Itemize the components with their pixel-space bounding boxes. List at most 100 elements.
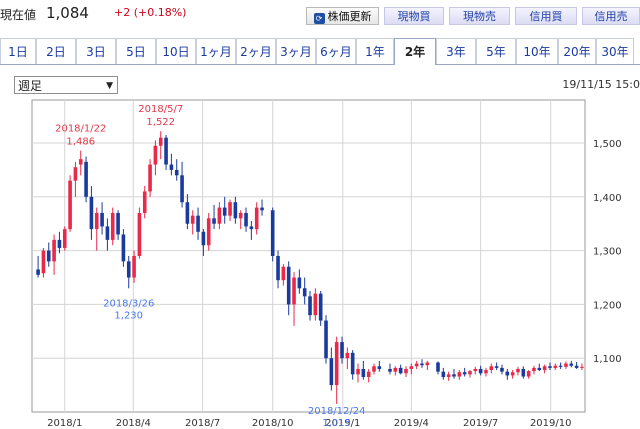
annotation-value: 1,230 bbox=[114, 310, 143, 321]
tab-period-7[interactable]: 2ヶ月 bbox=[236, 38, 276, 64]
candle-body bbox=[510, 372, 515, 376]
candle-body bbox=[153, 145, 158, 165]
margin-sell-button[interactable]: 信用売 bbox=[582, 7, 640, 25]
candle-body bbox=[180, 175, 184, 203]
candle-body bbox=[580, 366, 584, 368]
candle-body bbox=[57, 239, 62, 248]
y-tick-label: 1,400 bbox=[593, 193, 622, 204]
candle-body bbox=[553, 365, 558, 368]
candle-body bbox=[526, 371, 531, 377]
annotation-value: 1,015 bbox=[322, 418, 351, 429]
tab-period-5[interactable]: 10日 bbox=[156, 38, 196, 64]
tab-period-3[interactable]: 3日 bbox=[76, 38, 116, 64]
candle-body bbox=[276, 256, 280, 281]
candle-body bbox=[292, 277, 296, 305]
x-tick-label: 2019/1 bbox=[325, 418, 360, 429]
candle-body bbox=[41, 250, 46, 274]
candle-body bbox=[164, 137, 168, 165]
tab-period-10[interactable]: 1年 bbox=[356, 38, 394, 64]
quote-header: 現在値 1,084 +2 (+0.18%) ⟳ 株価更新 現物買 現物売 信用買 … bbox=[0, 0, 640, 30]
candle-body bbox=[196, 215, 200, 232]
tab-period-16[interactable]: 30年 bbox=[596, 38, 634, 64]
candle-body bbox=[302, 288, 307, 297]
candle-body bbox=[222, 207, 227, 216]
candle-body bbox=[500, 367, 504, 372]
tab-period-6[interactable]: 1ヶ月 bbox=[196, 38, 236, 64]
candle-body bbox=[340, 342, 344, 359]
candle-body bbox=[185, 202, 190, 224]
candle-body bbox=[345, 352, 350, 359]
candle-body bbox=[116, 212, 120, 235]
candle-body bbox=[148, 164, 152, 192]
candle-body bbox=[174, 169, 179, 176]
candle-body bbox=[414, 363, 419, 367]
margin-buy-button[interactable]: 信用買 bbox=[515, 7, 577, 25]
candle-body bbox=[484, 370, 488, 374]
spot-sell-button[interactable]: 現物売 bbox=[449, 7, 510, 25]
candle-body bbox=[537, 367, 542, 371]
candle-body bbox=[190, 215, 195, 224]
candle-body bbox=[244, 212, 248, 227]
tab-period-8[interactable]: 3ヶ月 bbox=[276, 38, 316, 64]
candle-body bbox=[377, 366, 382, 369]
spot-buy-button[interactable]: 現物買 bbox=[384, 7, 444, 25]
candle-body bbox=[137, 212, 142, 256]
candle-body bbox=[542, 366, 547, 371]
candle-body bbox=[420, 363, 424, 366]
y-tick-label: 1,200 bbox=[593, 300, 622, 311]
y-tick-label: 1,300 bbox=[593, 247, 622, 258]
candle-body bbox=[361, 368, 366, 378]
candle-body bbox=[68, 180, 72, 230]
tab-period-9[interactable]: 6ヶ月 bbox=[316, 38, 356, 64]
tab-period-12[interactable]: 3年 bbox=[436, 38, 476, 64]
annotation-value: 1,522 bbox=[146, 117, 175, 128]
candle-body bbox=[254, 207, 259, 230]
candle-body bbox=[126, 261, 131, 278]
candle-body bbox=[286, 266, 291, 305]
candle-body bbox=[233, 202, 238, 219]
candle-body bbox=[105, 226, 110, 240]
candle-body bbox=[308, 296, 312, 316]
candle-body bbox=[468, 371, 472, 375]
candle-body bbox=[318, 293, 323, 321]
candle-body bbox=[489, 366, 494, 371]
candle-body bbox=[462, 372, 467, 375]
candle-body bbox=[36, 269, 40, 275]
candle-body bbox=[158, 137, 163, 146]
tab-period-4[interactable]: 5日 bbox=[116, 38, 156, 64]
y-tick-label: 1,500 bbox=[593, 139, 622, 150]
annotation-date: 2018/3/26 bbox=[103, 298, 154, 309]
tab-period-13[interactable]: 5年 bbox=[476, 38, 516, 64]
candle-body bbox=[473, 368, 478, 372]
candle-body bbox=[62, 229, 67, 248]
candle-body bbox=[521, 368, 526, 377]
tab-period-11[interactable]: 2年 bbox=[394, 38, 436, 65]
candle-body bbox=[249, 226, 254, 230]
x-tick-label: 2018/7 bbox=[185, 418, 220, 429]
annotation-date: 2018/5/7 bbox=[138, 104, 183, 115]
candle-body bbox=[388, 368, 392, 372]
candle-body bbox=[350, 352, 355, 375]
refresh-price-button[interactable]: ⟳ 株価更新 bbox=[306, 7, 379, 25]
candle-body bbox=[84, 161, 88, 197]
candle-body bbox=[206, 218, 211, 246]
candle-body bbox=[270, 210, 275, 256]
tab-period-14[interactable]: 10年 bbox=[516, 38, 558, 64]
tab-period-2[interactable]: 2日 bbox=[36, 38, 76, 64]
tab-period-15[interactable]: 20年 bbox=[558, 38, 596, 64]
quote-timestamp: 19/11/15 15:0 bbox=[562, 78, 640, 91]
x-tick-label: 2019/10 bbox=[530, 418, 572, 429]
x-tick-label: 2019/7 bbox=[463, 418, 498, 429]
candle-body bbox=[516, 368, 520, 373]
tab-period-1[interactable]: 1日 bbox=[0, 38, 36, 64]
candle-body bbox=[100, 212, 104, 227]
candle-body bbox=[260, 207, 264, 211]
candle-body bbox=[564, 363, 568, 367]
candle-body bbox=[329, 358, 334, 386]
candle-body bbox=[404, 368, 408, 374]
price-change: +2 (+0.18%) bbox=[114, 6, 187, 19]
candle-body bbox=[73, 167, 78, 181]
candle-body bbox=[532, 367, 536, 372]
candle-body bbox=[334, 342, 339, 386]
candle-period-select[interactable]: 週足 ▼ bbox=[14, 76, 118, 94]
